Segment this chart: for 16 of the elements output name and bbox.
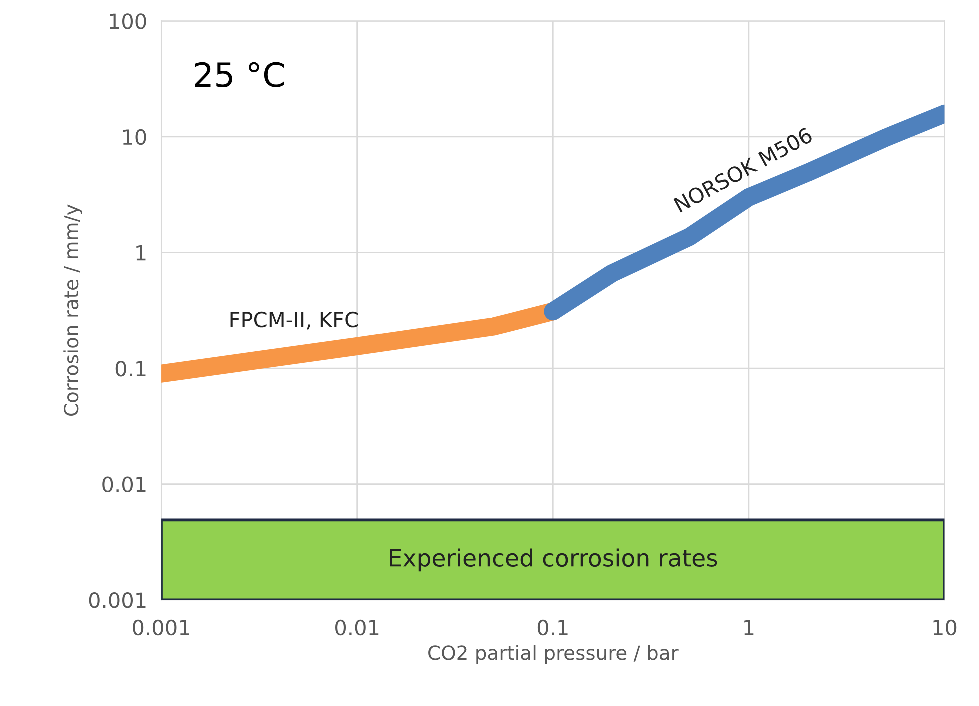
y-tick-label: 100 <box>110 14 146 30</box>
x-tick-label: 10 <box>934 620 957 636</box>
y-tick-label: 0.001 <box>89 592 146 608</box>
band-label: Experienced corrosion rates <box>390 548 718 572</box>
y-tick-label: 1 <box>136 245 146 261</box>
x-tick-label: 0.1 <box>538 620 568 636</box>
annotation: 25 °C <box>195 62 284 88</box>
x-tick-label: 0.001 <box>133 620 190 636</box>
y-axis-title: Corrosion rate / mm/y <box>64 204 82 416</box>
y-tick-label: 0.01 <box>102 476 146 493</box>
y-tick-label: 10 <box>123 129 146 146</box>
x-tick-label: 1 <box>744 620 754 636</box>
x-tick-label: 0.01 <box>336 620 379 636</box>
series-label: FPCM-II, KFC <box>230 312 358 330</box>
y-tick-label: 0.1 <box>116 360 146 377</box>
x-axis-title: CO2 partial pressure / bar <box>428 645 679 664</box>
